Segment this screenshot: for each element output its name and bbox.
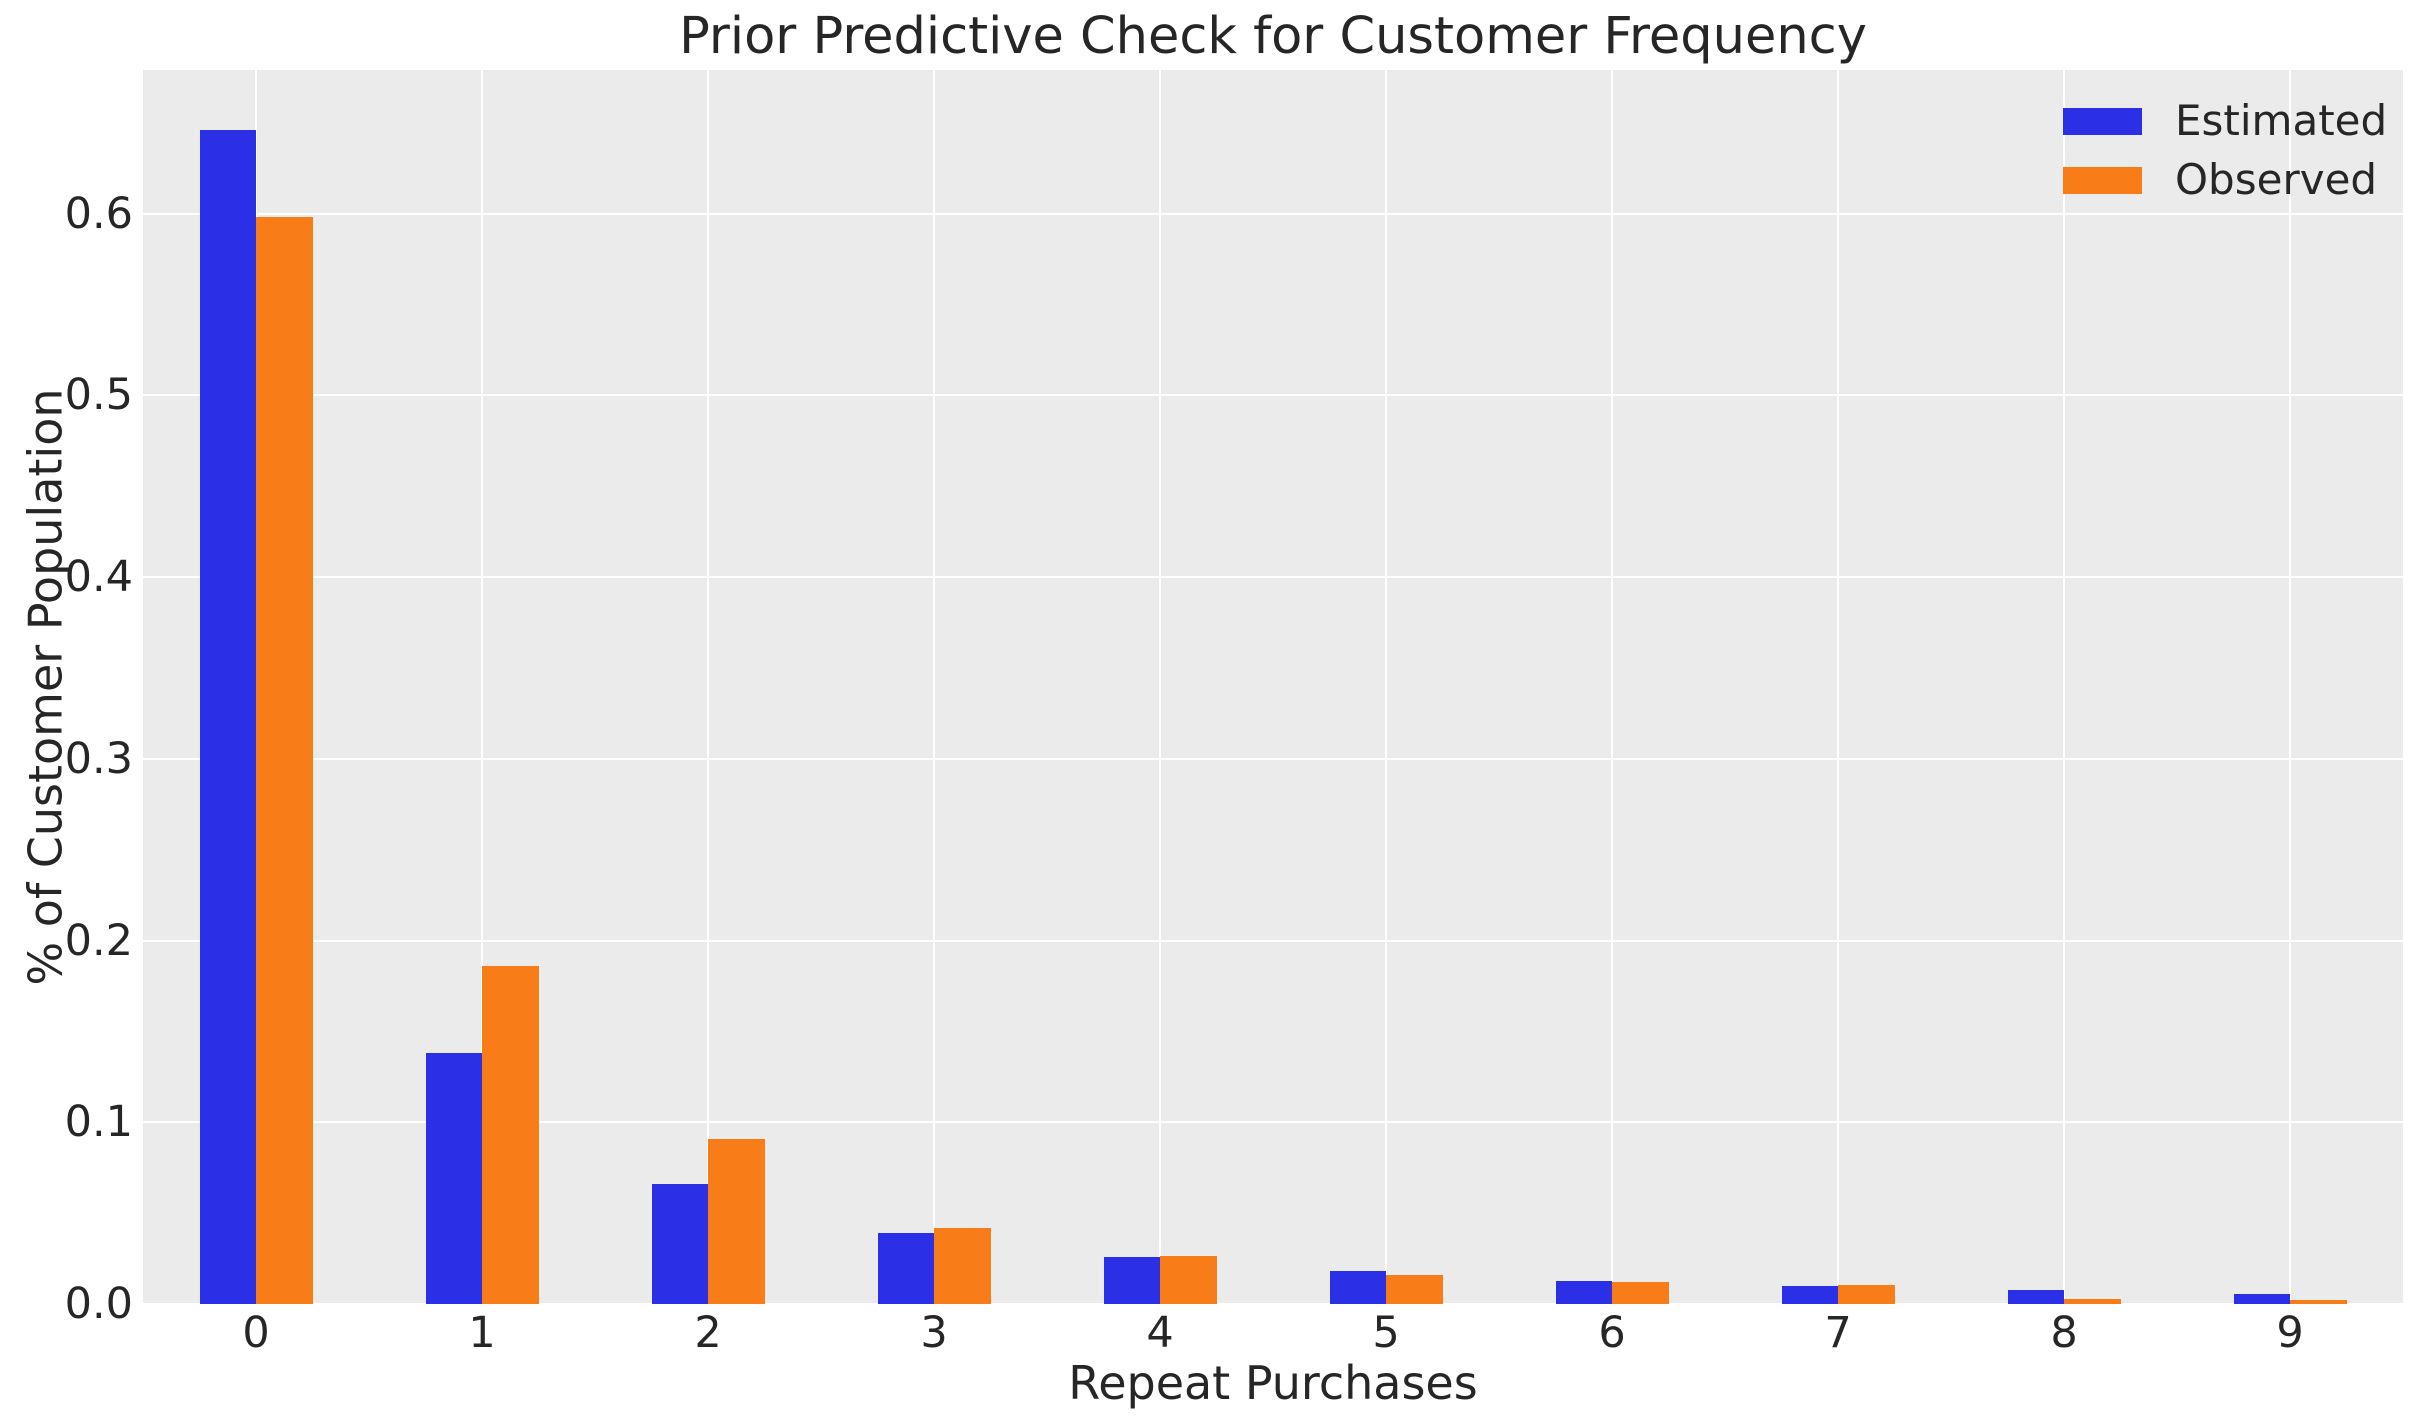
bar-observed-6 — [1612, 1282, 1669, 1304]
bar-estimated-4 — [1103, 1256, 1160, 1304]
bar-observed-3 — [934, 1227, 991, 1304]
bar-estimated-0 — [199, 129, 256, 1304]
gridline-y-0.6 — [143, 212, 2403, 215]
xtick-label-4: 4 — [1146, 1308, 1174, 1358]
gridline-y-0.3 — [143, 757, 2403, 760]
bar-estimated-8 — [2007, 1290, 2064, 1304]
chart-title: Prior Predictive Check for Customer Freq… — [679, 7, 1867, 66]
ytick-label-0.6: 0.6 — [64, 188, 133, 239]
bar-estimated-9 — [2233, 1294, 2290, 1304]
gridline-x-4 — [1159, 70, 1161, 1304]
bar-estimated-7 — [1781, 1286, 1838, 1304]
gridline-y-0.5 — [143, 394, 2403, 397]
gridline-x-3 — [933, 70, 935, 1304]
xtick-label-3: 3 — [920, 1308, 948, 1358]
gridline-x-6 — [1611, 70, 1613, 1304]
bar-observed-8 — [2064, 1298, 2121, 1304]
bar-observed-1 — [482, 965, 539, 1304]
gridline-x-8 — [2063, 70, 2065, 1304]
xtick-label-6: 6 — [1598, 1308, 1626, 1358]
ytick-label-0.4: 0.4 — [64, 552, 133, 603]
xtick-label-1: 1 — [468, 1308, 496, 1358]
bar-estimated-1 — [425, 1053, 482, 1304]
gridline-y-0.1 — [143, 1121, 2403, 1124]
xtick-label-9: 9 — [2276, 1308, 2304, 1358]
gridline-x-1 — [481, 70, 483, 1304]
bar-observed-0 — [256, 217, 313, 1304]
gridline-y-0.4 — [143, 576, 2403, 579]
bar-observed-5 — [1386, 1274, 1443, 1304]
bar-observed-9 — [2290, 1300, 2347, 1304]
legend-label-observed: Observed — [2175, 155, 2378, 204]
ytick-label-0.3: 0.3 — [64, 733, 133, 784]
gridline-y-0.2 — [143, 939, 2403, 942]
y-axis-label: % of Customer Population — [18, 388, 73, 986]
legend-swatch-estimated — [2063, 108, 2142, 135]
legend-swatch-observed — [2063, 167, 2142, 194]
legend-label-estimated: Estimated — [2175, 96, 2388, 145]
bar-estimated-6 — [1555, 1280, 1612, 1304]
ytick-label-0.2: 0.2 — [64, 915, 133, 966]
ytick-label-0.5: 0.5 — [64, 370, 133, 421]
xtick-label-2: 2 — [694, 1308, 722, 1358]
ytick-label-0.0: 0.0 — [64, 1279, 133, 1329]
xtick-label-8: 8 — [2050, 1308, 2078, 1358]
x-axis-label: Repeat Purchases — [1068, 1356, 1478, 1410]
gridline-y-0.0 — [143, 1303, 2403, 1304]
bar-estimated-2 — [651, 1184, 708, 1304]
bar-observed-7 — [1838, 1284, 1895, 1304]
bar-observed-2 — [708, 1138, 765, 1304]
ytick-label-0.1: 0.1 — [64, 1097, 133, 1148]
xtick-label-5: 5 — [1372, 1308, 1400, 1358]
plot-area — [143, 70, 2403, 1304]
bar-estimated-3 — [877, 1233, 934, 1304]
gridline-x-9 — [2289, 70, 2291, 1304]
xtick-label-7: 7 — [1824, 1308, 1852, 1358]
gridline-x-2 — [707, 70, 709, 1304]
gridline-x-5 — [1385, 70, 1387, 1304]
gridline-x-7 — [1837, 70, 1839, 1304]
bar-estimated-5 — [1329, 1271, 1386, 1304]
bar-observed-4 — [1160, 1256, 1217, 1304]
xtick-label-0: 0 — [242, 1308, 270, 1358]
